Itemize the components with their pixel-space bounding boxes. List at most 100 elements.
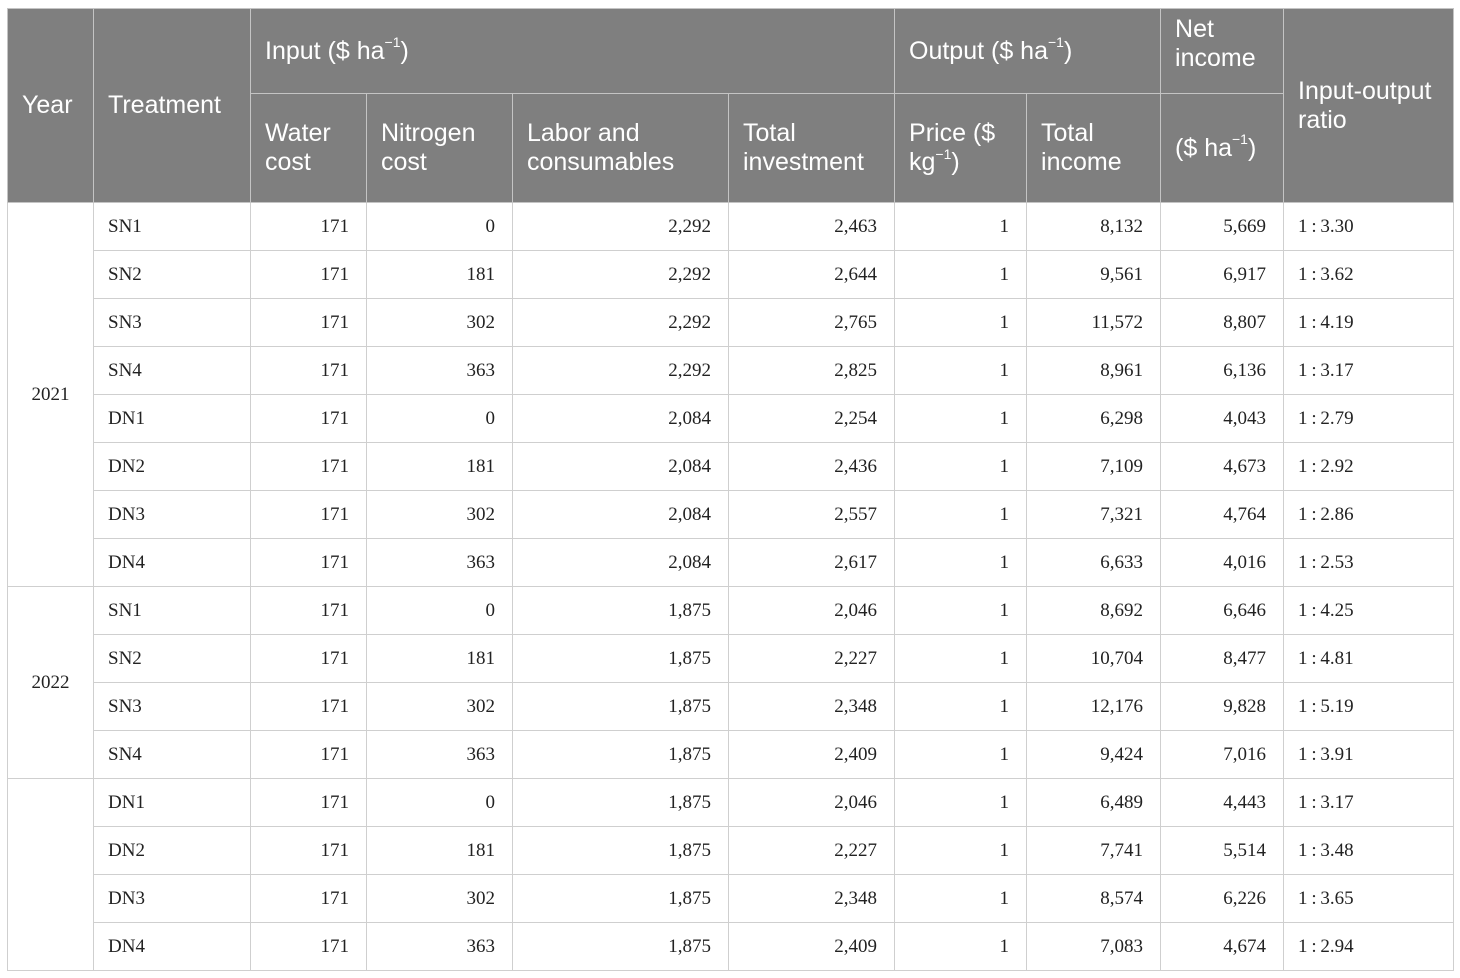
treatment-cell: DN4 <box>93 922 251 971</box>
water-cost-cell: 171 <box>250 442 367 491</box>
table-row: SN3 171 302 1,875 2,348 1 12,176 9,828 1 : 5.19 <box>8 682 1455 731</box>
ratio-cell: 1 : 2.53 <box>1283 538 1455 587</box>
header-total-investment: Total investment <box>727 93 896 203</box>
water-cost-cell: 171 <box>250 346 367 395</box>
price-cell: 1 <box>894 538 1028 587</box>
price-cell: 1 <box>894 922 1028 971</box>
labor-cell: 2,292 <box>512 202 729 251</box>
table-row: DN3 171 302 1,875 2,348 1 8,574 6,226 1 : 3.65 <box>8 874 1455 923</box>
nitrogen-cost-cell: 0 <box>366 586 513 635</box>
nitrogen-cost-cell: 302 <box>366 874 513 923</box>
total-income-cell: 7,321 <box>1026 490 1162 539</box>
header-year: Year <box>7 8 94 203</box>
header-nitrogen-cost: Nitrogen cost <box>366 93 513 203</box>
header-price: Price ($ kg−1) <box>894 93 1028 203</box>
header-price-close: ) <box>951 148 960 176</box>
net-income-cell: 4,673 <box>1160 442 1285 491</box>
ratio-cell: 1 : 2.86 <box>1283 490 1455 539</box>
net-income-cell: 6,917 <box>1160 250 1285 299</box>
price-cell: 1 <box>894 250 1028 299</box>
header-output-group: Output ($ ha−1) <box>894 8 1162 94</box>
ratio-cell: 1 : 2.92 <box>1283 442 1455 491</box>
net-income-cell: 8,807 <box>1160 298 1285 347</box>
year-cell: 2021 <box>7 202 94 587</box>
table-row: DN4 171 363 1,875 2,409 1 7,083 4,674 1 : 2.94 <box>8 922 1455 971</box>
table-row: DN4 171 363 2,084 2,617 1 6,633 4,016 1 : 2.53 <box>8 538 1455 587</box>
ratio-cell: 1 : 3.62 <box>1283 250 1455 299</box>
table-row: SN2 171 181 2,292 2,644 1 9,561 6,917 1 : 3.62 <box>8 250 1455 299</box>
treatment-cell: DN1 <box>93 778 251 827</box>
ratio-cell: 1 : 2.94 <box>1283 922 1455 971</box>
table-row: DN1 171 0 1,875 2,046 1 6,489 4,443 1 : 3.17 <box>7 778 1455 971</box>
net-income-cell: 8,477 <box>1160 634 1285 683</box>
water-cost-cell: 171 <box>250 826 367 875</box>
water-cost-cell: 171 <box>250 394 367 443</box>
water-cost-cell: 171 <box>250 778 367 827</box>
price-cell: 1 <box>894 298 1028 347</box>
total-investment-cell: 2,436 <box>727 442 896 491</box>
total-income-cell: 10,704 <box>1026 634 1162 683</box>
water-cost-cell: 171 <box>250 874 367 923</box>
price-cell: 1 <box>894 490 1028 539</box>
labor-cell: 2,084 <box>512 394 729 443</box>
table-header: Year Treatment Input ($ ha−1) Output ($ … <box>7 8 1455 203</box>
total-investment-cell: 2,463 <box>727 202 896 251</box>
header-price-sup: −1 <box>935 145 952 162</box>
table-row: DN2 171 181 2,084 2,436 1 7,109 4,673 1 : 2.92 <box>8 442 1455 491</box>
net-income-cell: 4,764 <box>1160 490 1285 539</box>
net-income-cell: 6,136 <box>1160 346 1285 395</box>
header-water-cost: Water cost <box>250 93 367 203</box>
price-cell: 1 <box>894 826 1028 875</box>
labor-cell: 1,875 <box>512 922 729 971</box>
ratio-cell: 1 : 3.17 <box>1283 346 1455 395</box>
table-row: SN2 171 181 1,875 2,227 1 10,704 8,477 1 : 4.81 <box>8 634 1455 683</box>
total-investment-cell: 2,227 <box>727 634 896 683</box>
labor-cell: 1,875 <box>512 682 729 731</box>
total-income-cell: 6,633 <box>1026 538 1162 587</box>
header-output-text: Output ($ ha <box>909 36 1048 65</box>
price-cell: 1 <box>894 202 1028 251</box>
header-labor: Labor and consumables <box>512 93 729 203</box>
total-income-cell: 8,961 <box>1026 346 1162 395</box>
treatment-cell: SN4 <box>93 346 251 395</box>
header-net-unit-sup: −1 <box>1232 131 1248 148</box>
net-income-cell: 6,646 <box>1160 586 1285 635</box>
water-cost-cell: 171 <box>250 730 367 779</box>
nitrogen-cost-cell: 363 <box>366 346 513 395</box>
total-investment-cell: 2,409 <box>727 922 896 971</box>
total-income-cell: 9,424 <box>1026 730 1162 779</box>
treatment-cell: SN2 <box>93 250 251 299</box>
total-income-cell: 7,741 <box>1026 826 1162 875</box>
ratio-cell: 1 : 5.19 <box>1283 682 1455 731</box>
total-income-cell: 9,561 <box>1026 250 1162 299</box>
treatment-cell: DN1 <box>93 394 251 443</box>
year-cell <box>7 778 94 971</box>
treatment-cell: SN3 <box>93 298 251 347</box>
labor-cell: 1,875 <box>512 778 729 827</box>
total-investment-cell: 2,227 <box>727 826 896 875</box>
labor-cell: 1,875 <box>512 826 729 875</box>
header-net-unit-close: ) <box>1247 133 1257 162</box>
treatment-cell: SN1 <box>93 202 251 251</box>
water-cost-cell: 171 <box>250 250 367 299</box>
ratio-cell: 1 : 3.65 <box>1283 874 1455 923</box>
header-net-income-unit: ($ ha−1) <box>1160 93 1285 203</box>
table-row: DN3 171 302 2,084 2,557 1 7,321 4,764 1 : 2.86 <box>8 490 1455 539</box>
header-price-text: Price ($ kg <box>909 119 996 176</box>
table-row: SN4 171 363 2,292 2,825 1 8,961 6,136 1 : 3.17 <box>8 346 1455 395</box>
ratio-cell: 1 : 3.17 <box>1283 778 1455 827</box>
net-income-cell: 7,016 <box>1160 730 1285 779</box>
economic-analysis-table: Year Treatment Input ($ ha−1) Output ($ … <box>7 8 1455 971</box>
total-investment-cell: 2,046 <box>727 778 896 827</box>
nitrogen-cost-cell: 0 <box>366 778 513 827</box>
net-income-cell: 4,674 <box>1160 922 1285 971</box>
water-cost-cell: 171 <box>250 586 367 635</box>
net-income-cell: 9,828 <box>1160 682 1285 731</box>
price-cell: 1 <box>894 730 1028 779</box>
labor-cell: 1,875 <box>512 730 729 779</box>
labor-cell: 2,292 <box>512 346 729 395</box>
header-net-income: Net income <box>1160 8 1285 94</box>
header-input-sup: −1 <box>384 34 401 51</box>
header-total-income: Total income <box>1026 93 1162 203</box>
net-income-cell: 6,226 <box>1160 874 1285 923</box>
